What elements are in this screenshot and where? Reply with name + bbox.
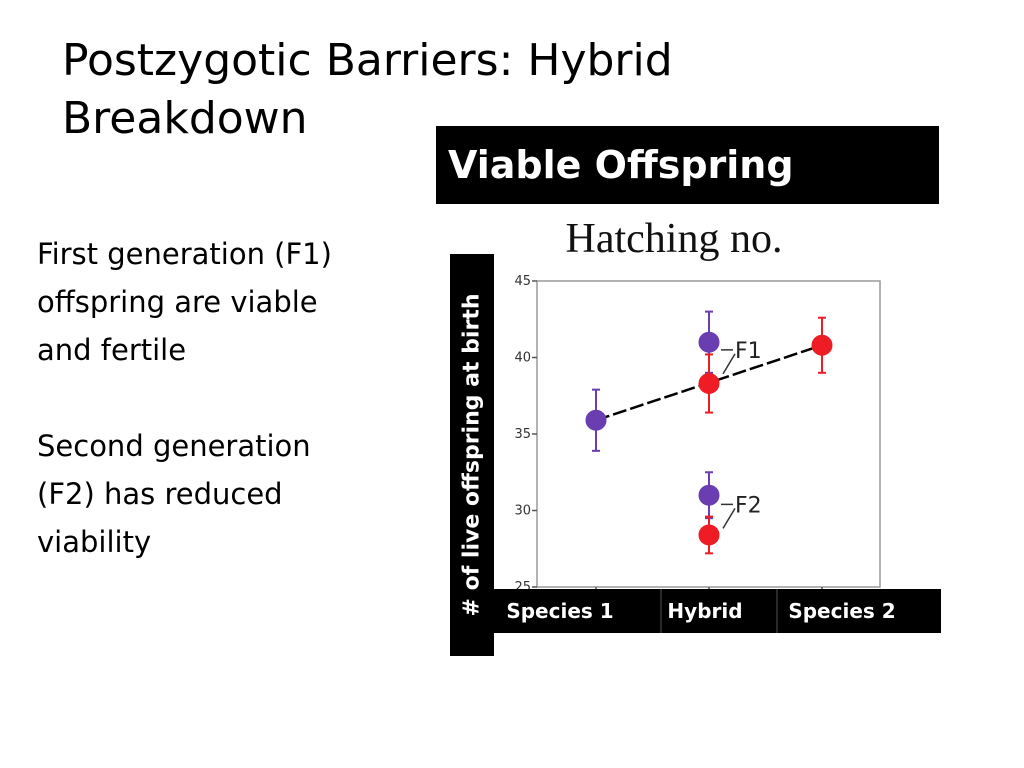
data-point [585, 409, 607, 431]
slide-title: Postzygotic Barriers: Hybrid Breakdown [62, 35, 673, 144]
y-tick-label: 35 [514, 427, 531, 442]
y-tick-label: 40 [514, 351, 531, 366]
chart-title: Hatching no. [566, 216, 783, 262]
x-category-bar [494, 589, 941, 633]
f2-description: Second generation (F2) has reduced viabi… [37, 429, 311, 559]
x-category-divider [776, 589, 778, 633]
f1-description: First generation (F1) offspring are viab… [37, 237, 332, 367]
x-category-species-2: Species 2 [788, 599, 896, 623]
viable-offspring-banner: Viable Offspring [436, 126, 939, 204]
x-category-hybrid: Hybrid [667, 599, 743, 623]
data-point [698, 373, 720, 395]
annotation-label: F1 [735, 339, 762, 364]
annotation-leader [722, 353, 736, 375]
y-axis-label-box [450, 254, 494, 656]
x-category-species-1: Species 1 [506, 599, 614, 623]
y-tick-label: 45 [514, 274, 531, 289]
data-point [698, 331, 720, 353]
x-category-divider [660, 589, 662, 633]
annotation-label: F2 [735, 493, 762, 518]
y-tick-label: 30 [514, 504, 531, 519]
data-point [698, 524, 720, 546]
data-point [698, 484, 720, 506]
data-point [811, 334, 833, 356]
annotation-leader [722, 507, 736, 529]
